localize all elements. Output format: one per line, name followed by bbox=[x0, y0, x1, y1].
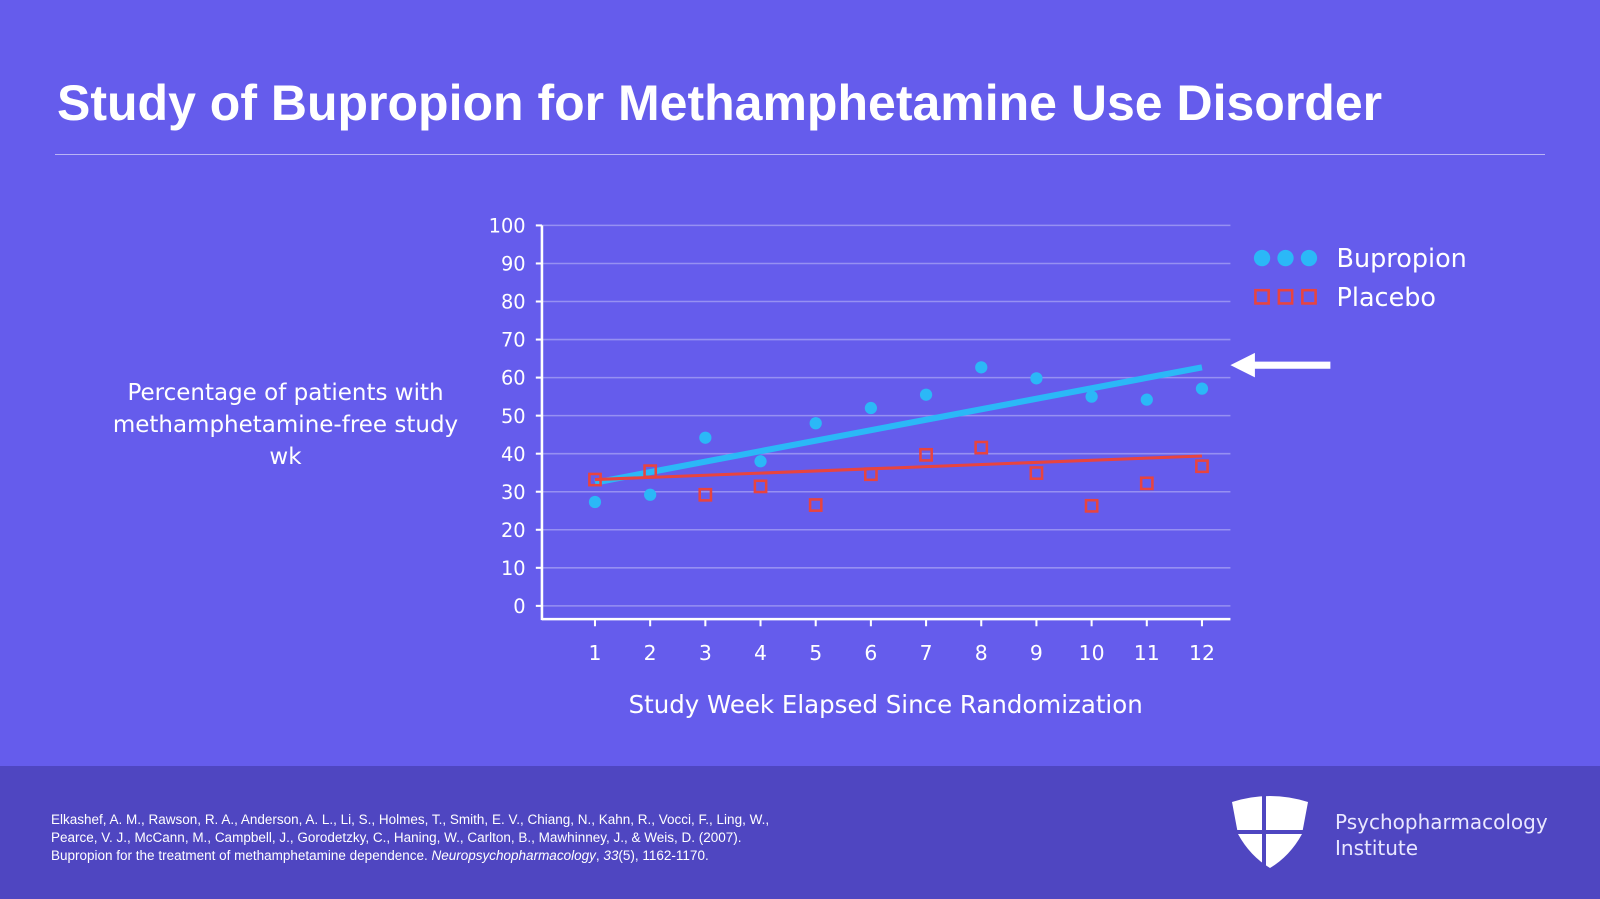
citation-journal: Neuropsychopharmacology bbox=[431, 848, 596, 863]
x-tick-label: 12 bbox=[1189, 641, 1215, 665]
arrow-annotation bbox=[1230, 352, 1331, 378]
placebo-point bbox=[643, 464, 658, 479]
x-tick-label: 7 bbox=[920, 641, 933, 665]
y-tick-label: 0 bbox=[513, 595, 525, 618]
x-axis-label: Study Week Elapsed Since Randomization bbox=[629, 690, 1143, 719]
x-tick-label: 1 bbox=[589, 641, 602, 665]
legend-bupropion-marker bbox=[1300, 249, 1318, 267]
bupropion-point bbox=[754, 455, 767, 468]
page-title: Study of Bupropion for Methamphetamine U… bbox=[57, 75, 1383, 131]
placebo-point bbox=[753, 479, 768, 494]
placebo-point bbox=[1029, 466, 1044, 480]
bupropion-point bbox=[699, 431, 712, 444]
legend-placebo-marker bbox=[1301, 288, 1317, 305]
x-tick-label: 5 bbox=[809, 641, 822, 665]
y-tick-label: 90 bbox=[501, 253, 526, 276]
citation-text: (5), 1162-1170. bbox=[618, 848, 709, 863]
citation-text: , bbox=[595, 848, 604, 863]
placebo-point bbox=[864, 467, 878, 482]
legend-label: Placebo bbox=[1337, 283, 1437, 313]
bupropion-point bbox=[919, 388, 933, 401]
brand-line: Psychopharmacology bbox=[1335, 810, 1548, 834]
shield-logo-icon bbox=[1230, 794, 1310, 870]
legend-placebo-marker bbox=[1254, 288, 1270, 305]
placebo-point bbox=[808, 498, 823, 512]
citation-text: Bupropion for the treatment of methamphe… bbox=[51, 848, 432, 863]
title-divider bbox=[55, 154, 1545, 155]
bupropion-point bbox=[1140, 393, 1153, 406]
bupropion-point bbox=[1085, 390, 1098, 403]
y-tick-label: 30 bbox=[501, 481, 526, 504]
bupropion-point bbox=[1195, 382, 1209, 395]
x-tick-label: 8 bbox=[975, 641, 988, 665]
y-tick-label: 60 bbox=[501, 367, 526, 390]
bupropion-point bbox=[588, 495, 602, 509]
x-tick-label: 6 bbox=[864, 641, 877, 665]
x-tick-label: 2 bbox=[644, 641, 657, 665]
placebo-trend-line bbox=[594, 454, 1203, 482]
bupropion-point bbox=[975, 361, 988, 374]
x-tick-label: 3 bbox=[699, 641, 712, 665]
x-tick-label: 11 bbox=[1134, 641, 1160, 665]
y-axis-label: Percentage of patients with methamphetam… bbox=[112, 380, 459, 470]
brand-line: Institute bbox=[1335, 836, 1419, 860]
placebo-point bbox=[974, 440, 989, 455]
citation-line: Pearce, V. J., McCann, M., Campbell, J.,… bbox=[51, 830, 742, 845]
placebo-point bbox=[588, 472, 602, 487]
legend-placebo-marker bbox=[1277, 288, 1294, 305]
x-tick-label: 4 bbox=[754, 641, 767, 665]
y-tick-label: 100 bbox=[489, 215, 526, 238]
citation-line: Bupropion for the treatment of methamphe… bbox=[51, 847, 1051, 865]
footer: Elkashef, A. M., Rawson, R. A., Anderson… bbox=[0, 766, 1600, 899]
placebo-point bbox=[698, 487, 713, 502]
y-tick-label: 70 bbox=[501, 329, 526, 352]
bupropion-point bbox=[864, 401, 878, 415]
brand-name: Psychopharmacology Institute bbox=[1335, 809, 1548, 861]
legend-bupropion-marker bbox=[1253, 249, 1271, 267]
legend-label: Bupropion bbox=[1337, 244, 1467, 274]
x-tick-label: 9 bbox=[1030, 641, 1043, 665]
y-tick-label: 80 bbox=[501, 291, 526, 314]
citation-volume: 33 bbox=[603, 848, 619, 863]
legend-bupropion-marker bbox=[1277, 249, 1294, 267]
citation: Elkashef, A. M., Rawson, R. A., Anderson… bbox=[51, 811, 1051, 865]
citation-line: Elkashef, A. M., Rawson, R. A., Anderson… bbox=[51, 812, 770, 827]
placebo-point bbox=[919, 447, 933, 462]
y-tick-label: 40 bbox=[501, 443, 526, 466]
bupropion-point bbox=[1030, 372, 1043, 385]
bupropion-trend-line bbox=[594, 364, 1203, 486]
bupropion-point bbox=[809, 417, 822, 430]
y-tick-label: 10 bbox=[501, 557, 526, 580]
placebo-point bbox=[1139, 476, 1154, 491]
y-tick-label: 50 bbox=[501, 405, 526, 428]
bupropion-point bbox=[644, 488, 657, 501]
placebo-point bbox=[1195, 459, 1209, 474]
x-tick-label: 10 bbox=[1079, 641, 1105, 665]
placebo-point bbox=[1084, 498, 1099, 513]
y-tick-label: 20 bbox=[501, 519, 526, 542]
